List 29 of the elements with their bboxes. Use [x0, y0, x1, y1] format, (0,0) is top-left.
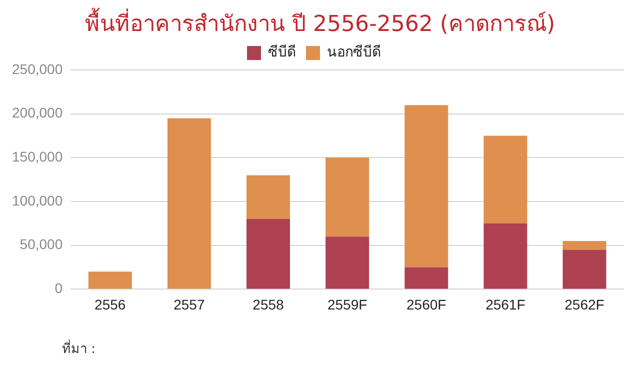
- x-tick-label: 2559F: [327, 296, 368, 312]
- x-tick-label: 2561F: [486, 296, 526, 312]
- bar: [88, 272, 132, 289]
- y-tick-label: 200,000: [12, 104, 63, 121]
- bar: [326, 158, 370, 237]
- y-tick-label: 150,000: [12, 148, 63, 165]
- x-tick-label: 2560F: [406, 296, 446, 312]
- bar: [167, 118, 211, 289]
- bar: [562, 250, 606, 289]
- text: ที่มา :: [62, 338, 96, 359]
- bar: [246, 175, 290, 220]
- y-tick-label: 0: [54, 280, 63, 296]
- x-tick-label: 2562F: [564, 296, 604, 312]
- y-tick-label: 250,000: [12, 60, 63, 77]
- y-tick-label: 50,000: [20, 236, 63, 252]
- chart-title: พื้นที่อาคารสำนักงาน ปี 2556-2562 (คาดการณ์): [84, 6, 556, 37]
- bar: [326, 236, 370, 289]
- bar: [484, 223, 528, 289]
- bar: [484, 136, 528, 224]
- bar: [404, 267, 448, 289]
- x-tick-label: 2556: [94, 296, 126, 312]
- legend-label: ซีบีดี: [268, 44, 296, 61]
- x-tick-label: 2557: [174, 296, 205, 312]
- bar: [246, 219, 290, 289]
- x-tick-label: 2558: [252, 296, 284, 312]
- legend-label: นอกซีบีดี: [327, 44, 381, 61]
- bar: [562, 240, 606, 250]
- bar: [404, 105, 448, 268]
- y-tick-label: 100,000: [12, 192, 63, 208]
